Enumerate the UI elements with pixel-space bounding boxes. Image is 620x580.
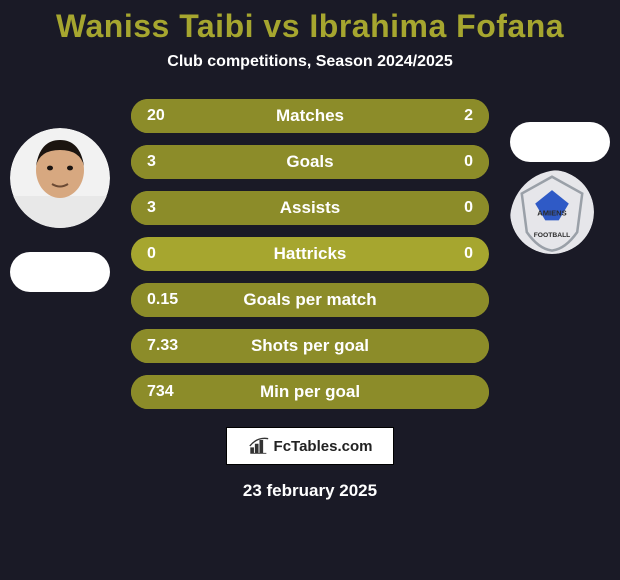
metric-label: Min per goal xyxy=(260,382,360,402)
fctables-logo-text: FcTables.com xyxy=(274,438,373,455)
metric-row: 0.15 Goals per match xyxy=(131,283,489,317)
metric-row: 734 Min per goal xyxy=(131,375,489,409)
player-left-avatar xyxy=(10,128,110,228)
metric-value-right: 0 xyxy=(464,153,489,171)
metric-value-left: 3 xyxy=(131,199,156,217)
player-right-avatar: AMIENS FOOTBALL xyxy=(510,170,610,270)
metric-value-left: 0.15 xyxy=(131,291,178,309)
metric-label: Goals xyxy=(286,152,333,172)
metric-value-left: 20 xyxy=(131,107,165,125)
metric-row: 7.33 Shots per goal xyxy=(131,329,489,363)
metric-row: 20 Matches 2 xyxy=(131,99,489,133)
metric-value-right: 0 xyxy=(464,245,489,263)
svg-text:AMIENS: AMIENS xyxy=(537,208,566,217)
metric-row: 3 Assists 0 xyxy=(131,191,489,225)
comparison-card: Waniss Taibi vs Ibrahima Fofana Club com… xyxy=(0,0,620,580)
metric-value-left: 734 xyxy=(131,383,174,401)
club-crest-svg: AMIENS FOOTBALL xyxy=(510,170,594,254)
date-label: 23 february 2025 xyxy=(0,481,620,501)
chart-icon xyxy=(248,435,270,457)
metric-value-right: 2 xyxy=(464,107,489,125)
metric-label: Shots per goal xyxy=(251,336,369,356)
metric-value-left: 7.33 xyxy=(131,337,178,355)
metric-row: 0 Hattricks 0 xyxy=(131,237,489,271)
player-right-club-badge xyxy=(510,122,610,162)
svg-text:FOOTBALL: FOOTBALL xyxy=(534,232,571,239)
metric-row: 3 Goals 0 xyxy=(131,145,489,179)
metric-label: Assists xyxy=(280,198,340,218)
subtitle: Club competitions, Season 2024/2025 xyxy=(0,53,620,71)
metric-label: Goals per match xyxy=(243,290,376,310)
metric-value-left: 0 xyxy=(131,245,156,263)
player-left-club-badge xyxy=(10,252,110,292)
fctables-logo[interactable]: FcTables.com xyxy=(226,427,394,465)
player-left-avatar-svg xyxy=(10,128,110,228)
metric-value-right: 0 xyxy=(464,199,489,217)
page-title: Waniss Taibi vs Ibrahima Fofana xyxy=(0,8,620,45)
metric-label: Matches xyxy=(276,106,344,126)
metric-label: Hattricks xyxy=(274,244,347,264)
metric-value-left: 3 xyxy=(131,153,156,171)
metric-bars: 20 Matches 2 3 Goals 0 3 Assists 0 0 Hattricks 0 0.1… xyxy=(131,99,489,409)
